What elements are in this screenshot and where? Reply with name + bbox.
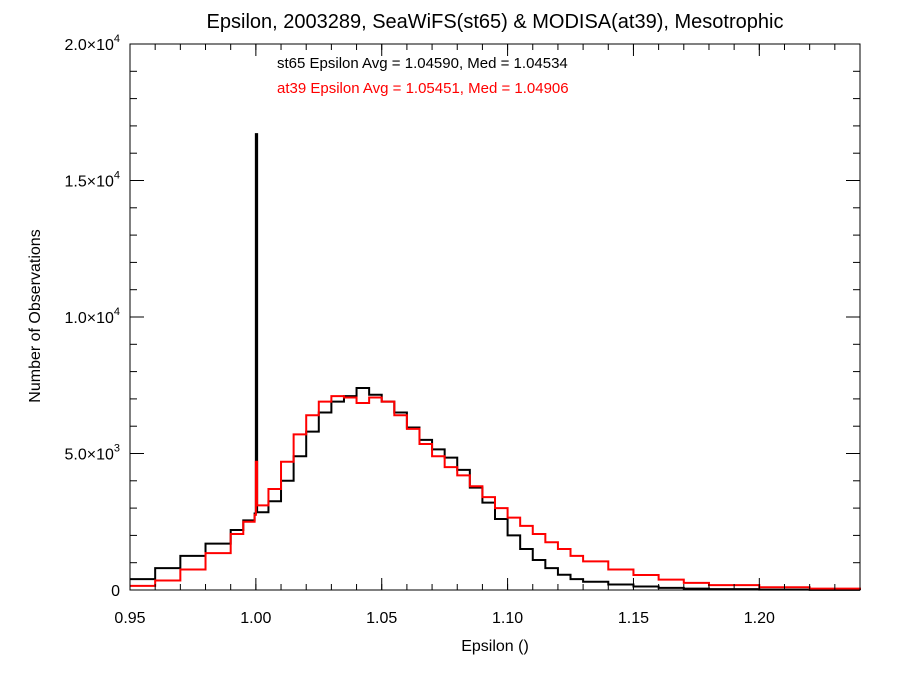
- series-line-2: [130, 395, 861, 590]
- x-tick-label: 1.10: [492, 610, 523, 627]
- annotation-1: st65 Epsilon Avg = 1.04590, Med = 1.0453…: [277, 55, 568, 72]
- y-axis-label: Number of Observations: [27, 229, 44, 402]
- x-tick-label: 1.00: [240, 610, 271, 627]
- x-tick-label: 1.05: [366, 610, 397, 627]
- axes-layer: 0.95 1.00 1.05 1.10 1.15 1.20 0 5.0×103 1.0×104 1…: [64, 33, 861, 627]
- x-axis-label: Epsilon (): [461, 638, 529, 655]
- y-tick-label: 5.0×103: [64, 443, 120, 464]
- y-tick-label: 0: [111, 583, 120, 600]
- y-tick-label: 2.0×104: [64, 33, 120, 54]
- y-tick-label: 1.5×104: [64, 170, 120, 191]
- annotation-2: at39 Epsilon Avg = 1.05451, Med = 1.0490…: [277, 80, 569, 97]
- x-tick-label: 1.20: [744, 610, 775, 627]
- annotations: st65 Epsilon Avg = 1.04590, Med = 1.0453…: [277, 55, 569, 97]
- chart-title: Epsilon, 2003289, SeaWiFS(st65) & MODISA…: [207, 11, 784, 33]
- series-line-1: [130, 133, 861, 591]
- x-tick-label: 0.95: [114, 610, 145, 627]
- y-tick-label: 1.0×104: [64, 306, 120, 327]
- series-layer: [130, 133, 861, 591]
- x-tick-label: 1.15: [618, 610, 649, 627]
